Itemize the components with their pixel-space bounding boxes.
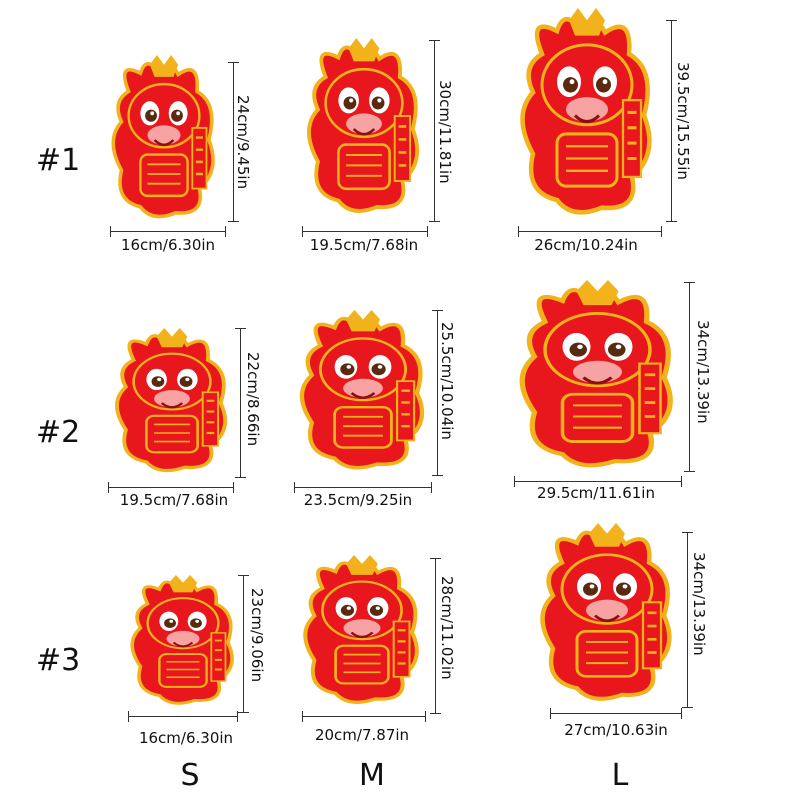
width-dimension	[110, 226, 226, 238]
height-label: 23cm/9.06in	[248, 588, 266, 683]
width-label: 16cm/6.30in	[120, 236, 216, 254]
height-label: 22cm/8.66in	[244, 352, 262, 447]
height-dimension	[684, 282, 696, 472]
height-label: 34cm/13.39in	[690, 552, 708, 656]
dragon-sticker-image	[512, 8, 662, 223]
width-label: 26cm/10.24in	[534, 236, 638, 254]
height-label: 30cm/11.81in	[436, 80, 454, 184]
width-dimension	[514, 476, 682, 488]
width-dimension	[302, 226, 428, 238]
dragon-sticker-image	[510, 280, 685, 475]
height-dimension	[666, 20, 678, 222]
width-dimension	[550, 708, 682, 720]
width-dimension	[294, 482, 432, 494]
dragon-sticker-image	[532, 523, 682, 708]
width-dimension	[518, 226, 662, 238]
width-label: 29.5cm/11.61in	[537, 484, 655, 502]
height-dimension	[682, 532, 694, 708]
size-label-l: L	[611, 758, 629, 793]
dragon-sticker-image	[300, 38, 428, 220]
width-dimension	[128, 711, 238, 723]
height-dimension	[228, 62, 240, 222]
width-dimension	[108, 482, 234, 494]
height-label: 28cm/11.02in	[438, 576, 456, 680]
width-label: 19.5cm/7.68in	[119, 491, 229, 509]
width-label: 20cm/7.87in	[314, 726, 410, 744]
row-label-2: #2	[36, 415, 81, 450]
width-dimension	[302, 711, 426, 723]
width-label: 19.5cm/7.68in	[309, 236, 419, 254]
width-label: 23.5cm/9.25in	[303, 491, 413, 509]
dragon-sticker-image	[292, 310, 434, 476]
row-label-1: #1	[36, 143, 81, 178]
height-dimension	[429, 40, 441, 222]
row-label-3: #3	[36, 643, 81, 678]
height-label: 24cm/9.45in	[234, 95, 252, 190]
dragon-sticker-image	[124, 575, 242, 710]
dragon-sticker-image	[105, 55, 223, 225]
dragon-sticker-image	[108, 328, 236, 478]
height-dimension	[238, 575, 250, 713]
height-label: 25.5cm/10.04in	[438, 322, 456, 440]
height-label: 39.5cm/15.55in	[674, 62, 692, 180]
dragon-sticker-image	[296, 555, 428, 710]
height-dimension	[432, 310, 444, 476]
width-label: 16cm/6.30in	[138, 729, 234, 747]
height-label: 34cm/13.39in	[694, 320, 712, 424]
width-label: 27cm/10.63in	[564, 721, 668, 739]
height-dimension	[430, 558, 442, 714]
size-label-s: S	[180, 758, 200, 793]
size-label-m: M	[359, 758, 385, 793]
height-dimension	[235, 328, 247, 478]
